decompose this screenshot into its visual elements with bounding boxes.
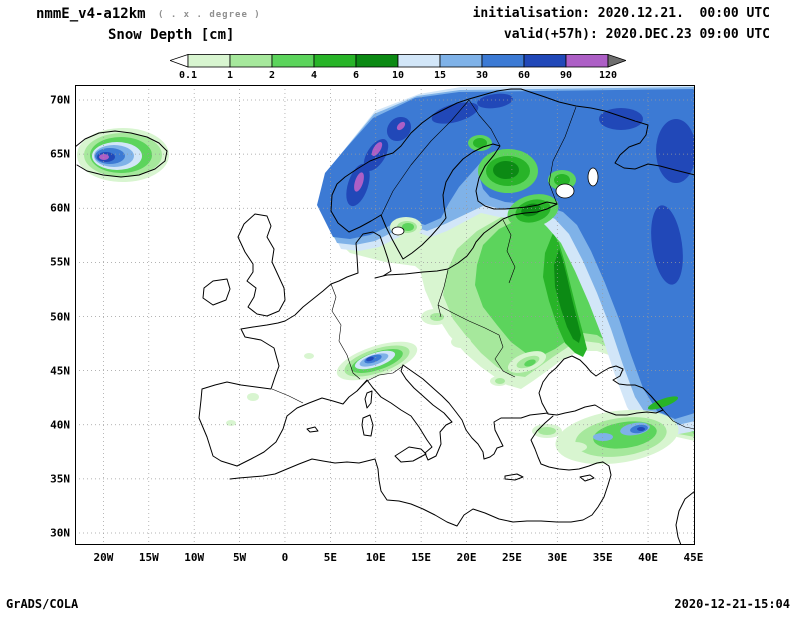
lon-tick-label: 45E	[683, 551, 704, 564]
lon-tick-label: 10W	[184, 551, 205, 564]
valid-text: valid(+57h): 2020.DEC.23 09:00 UTC	[503, 27, 770, 42]
snow-spots-central-europe	[226, 309, 547, 426]
legend-label: 120	[598, 70, 618, 81]
snow-iceland	[77, 128, 169, 182]
lon-tick-label: 40E	[638, 551, 659, 564]
lat-tick-label: 70N	[50, 93, 70, 107]
lat-tick-label: 40N	[50, 418, 70, 432]
coast-sardinia	[361, 414, 374, 437]
legend-labels: 0.1 1 2 4 6 10 15 30 60 90 120	[170, 70, 626, 82]
lat-tick-label: 65N	[50, 147, 70, 161]
lat-tick-label: 35N	[50, 472, 70, 486]
lon-tick-label: 5E	[323, 551, 337, 564]
lon-tick-label: 20W	[93, 551, 114, 564]
coast-britain	[237, 213, 286, 317]
legend-segment	[523, 54, 567, 68]
lon-tick-label: 15E	[411, 551, 432, 564]
lon-tick-label: 35E	[592, 551, 613, 564]
creation-timestamp: 2020-12-21-15:04	[674, 597, 790, 611]
resolution-note: ( . x . degree )	[158, 10, 261, 20]
legend-segment	[439, 54, 483, 68]
legend-segment	[565, 54, 609, 68]
coast-cyprus	[579, 474, 595, 482]
coast-turkey-africa	[229, 415, 612, 527]
coast-atlantic-baltic	[198, 203, 558, 467]
legend-label: 6	[352, 70, 360, 81]
map-frame	[74, 84, 696, 546]
coast-balearics	[306, 426, 319, 433]
coast-iceland	[74, 130, 168, 178]
lat-axis: 70N 65N 60N 55N 50N 45N 40N 35N 30N	[30, 85, 70, 545]
coast-black-sea	[538, 355, 664, 416]
legend-label: 90	[559, 70, 573, 81]
snow-caucasus-turkey	[532, 396, 679, 465]
lon-tick-label: 30E	[547, 551, 568, 564]
lon-tick-label: 0	[281, 551, 289, 564]
coast-scandinavia-kola	[330, 88, 696, 233]
lat-tick-label: 55N	[50, 255, 70, 269]
lake-ladoga	[555, 183, 575, 199]
coast-crete	[504, 473, 524, 481]
legend-segment	[271, 54, 315, 68]
lat-tick-label: 30N	[50, 526, 70, 540]
coast-ireland	[202, 278, 231, 306]
grads-credit: GrADS/COLA	[6, 597, 79, 611]
coast-med-north	[236, 379, 368, 467]
lon-tick-label: 20E	[456, 551, 477, 564]
legend-segment	[187, 54, 231, 68]
legend-segment	[355, 54, 399, 68]
legend-segment	[481, 54, 525, 68]
snow-scandinavia-russia	[317, 85, 696, 437]
legend-label: 2	[268, 70, 276, 81]
lake-vanern	[391, 226, 405, 236]
legend-label: 10	[391, 70, 405, 81]
lon-tick-label: 10E	[365, 551, 386, 564]
lat-tick-label: 60N	[50, 201, 70, 215]
coast-italy	[366, 364, 453, 461]
variable-title: Snow Depth [cm]	[108, 27, 235, 43]
legend-label: 30	[475, 70, 489, 81]
coast-adriatic-greece	[402, 364, 549, 460]
legend-segment	[397, 54, 441, 68]
legend-label: 15	[433, 70, 447, 81]
lon-tick-label: 25E	[501, 551, 522, 564]
lat-tick-label: 50N	[50, 310, 70, 323]
snow-layer	[77, 85, 696, 465]
map-svg	[74, 84, 696, 546]
legend-segment	[229, 54, 273, 68]
legend-label: 0.1	[178, 70, 198, 81]
legend-segment	[607, 54, 626, 68]
model-title: nmmE_v4-a12km	[36, 6, 146, 22]
initialisation-text: initialisation: 2020.12.21. 00:00 UTC	[472, 6, 770, 21]
lake-onega	[587, 167, 599, 187]
lake-layer	[391, 167, 599, 236]
lat-tick-label: 45N	[50, 364, 70, 378]
snow-alps	[336, 341, 418, 381]
coastline-layer	[74, 88, 696, 546]
lon-tick-label: 5W	[232, 551, 247, 564]
coast-caspian-corner	[675, 490, 696, 546]
coast-baltic-bothnia	[380, 143, 558, 260]
legend-segment	[170, 54, 189, 68]
coast-corsica	[364, 390, 373, 409]
legend-label: 1	[226, 70, 234, 81]
legend-label: 60	[517, 70, 531, 81]
lon-tick-label: 15W	[138, 551, 159, 564]
coast-sicily	[394, 446, 427, 463]
lon-axis: 20W 15W 10W 5W 0 5E 10E 15E 20E 25E 30E 35E 40E 45E	[75, 551, 703, 565]
legend-label: 4	[310, 70, 318, 81]
legend-segment	[313, 54, 357, 68]
border-layer	[271, 99, 696, 430]
legend-bar-svg	[170, 54, 626, 68]
